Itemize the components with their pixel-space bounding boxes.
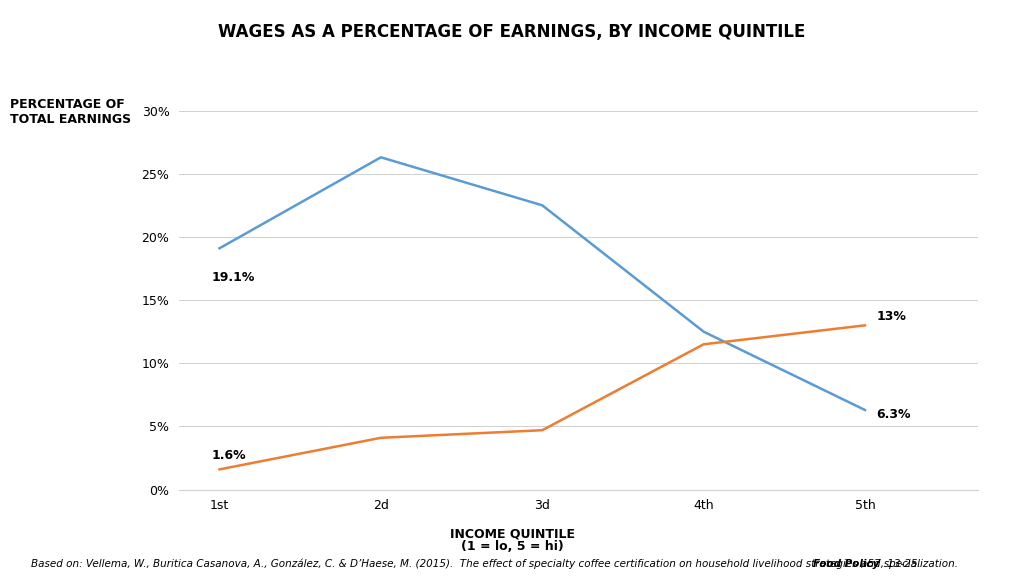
Text: INCOME QUINTILE: INCOME QUINTILE <box>450 527 574 540</box>
Text: (1 = lo, 5 = hi): (1 = lo, 5 = hi) <box>461 540 563 553</box>
Text: , 57, 13-25.: , 57, 13-25. <box>861 559 921 569</box>
Text: 19.1%: 19.1% <box>212 271 255 284</box>
Text: 6.3%: 6.3% <box>877 408 910 420</box>
Text: Food Policy: Food Policy <box>813 559 880 569</box>
Text: 13%: 13% <box>877 310 906 323</box>
Text: Based on: Vellema, W., Buritica Casanova, A., González, C. & D’Haese, M. (2015).: Based on: Vellema, W., Buritica Casanova… <box>31 559 961 569</box>
Text: 1.6%: 1.6% <box>212 449 246 463</box>
Text: WAGES AS A PERCENTAGE OF EARNINGS, BY INCOME QUINTILE: WAGES AS A PERCENTAGE OF EARNINGS, BY IN… <box>218 23 806 41</box>
Text: PERCENTAGE OF
TOTAL EARNINGS: PERCENTAGE OF TOTAL EARNINGS <box>10 98 131 126</box>
